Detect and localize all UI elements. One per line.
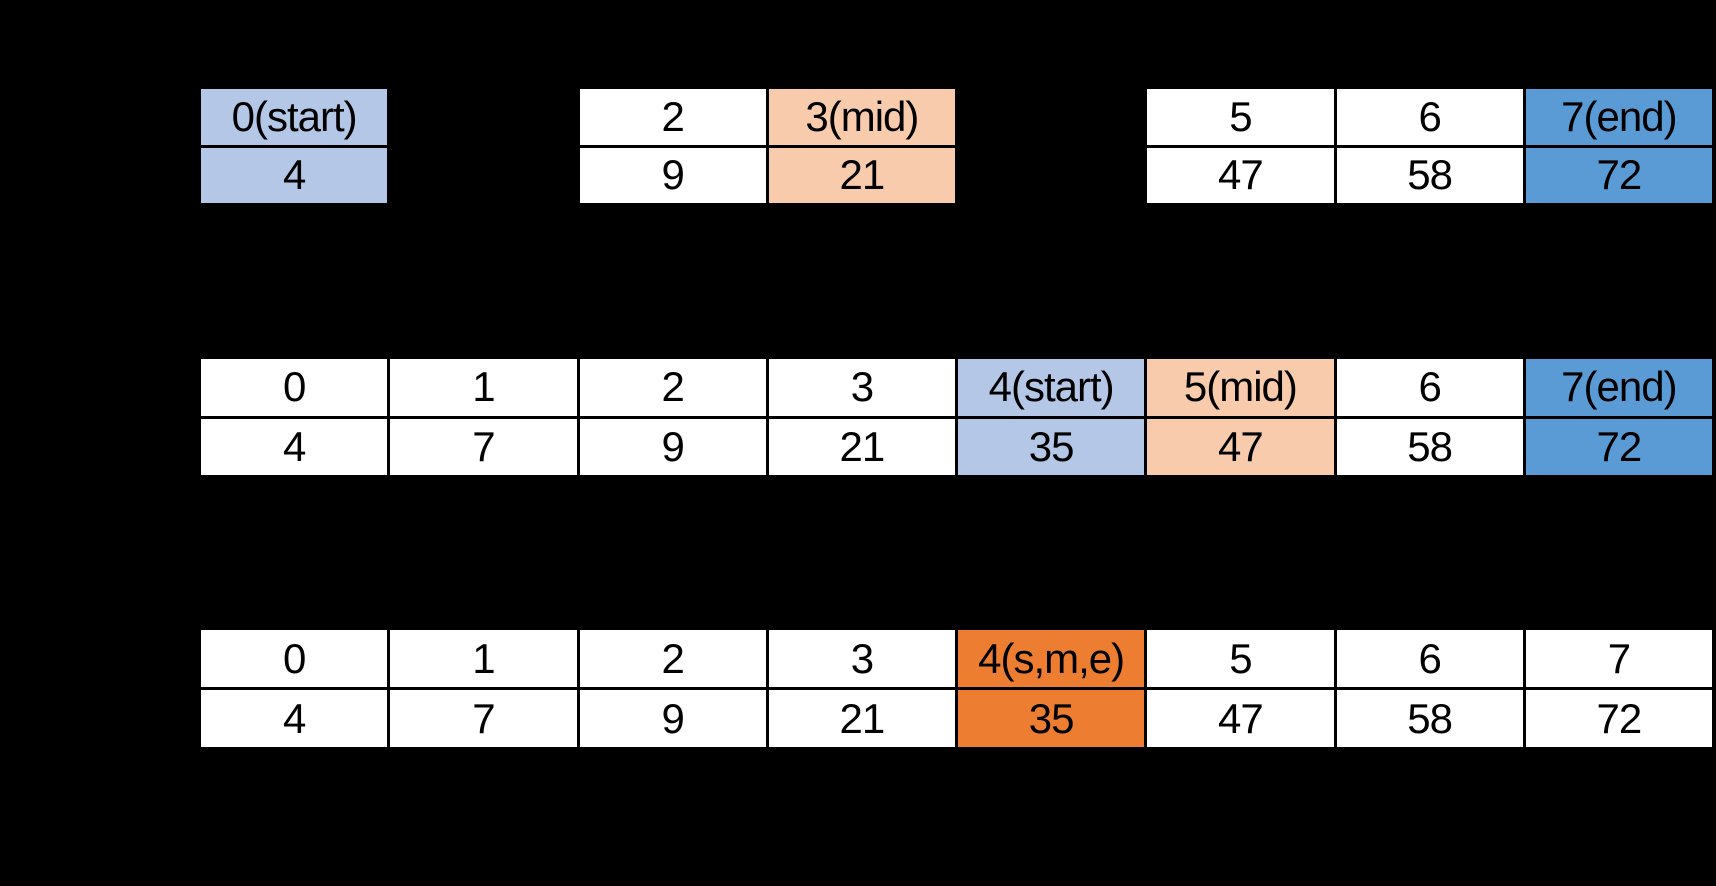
step-2-array-table: 0 1 2 3 4(start) 5(mid) 6 7(end) 4 7 9 21 35 47 58 72 — [201, 359, 1712, 475]
index-cell-step-2-col6: 6 — [1336, 359, 1523, 416]
index-cell-step-1-col7: 7(end) — [1525, 89, 1712, 145]
index-cell-step-1-col6: 6 — [1336, 89, 1523, 145]
index-cell-step-3-col7: 7 — [1525, 630, 1712, 687]
value-cell-step-3-col7: 72 — [1525, 690, 1712, 747]
index-cell-step-1-col5: 5 — [1147, 89, 1334, 145]
value-cell-step-3-col1: 7 — [390, 690, 577, 747]
index-cell-step-3-col4: 4(s,m,e) — [958, 630, 1145, 687]
value-cell-step-2-col4: 35 — [958, 418, 1145, 475]
value-cell-step-1-col0: 4 — [201, 147, 388, 203]
value-cell-step-3-col3: 21 — [768, 690, 955, 747]
value-cell-step-2-col0: 4 — [201, 418, 388, 475]
index-cell-step-2-col5: 5(mid) — [1147, 359, 1334, 416]
value-cell-step-1-col6: 58 — [1336, 147, 1523, 203]
hidden-cell-step-1-col4 — [958, 89, 1144, 145]
value-cell-step-1-col5: 47 — [1147, 147, 1334, 203]
step-1-array-table: 0(start) 2 3(mid) 5 6 7(end) 4 9 21 47 58 72 — [201, 89, 1712, 203]
value-cell-step-3-col6: 58 — [1336, 690, 1523, 747]
index-cell-step-3-col5: 5 — [1147, 630, 1334, 687]
index-cell-step-1-col0: 0(start) — [201, 89, 388, 145]
hidden-cell-step-1-col1 — [390, 89, 576, 145]
value-cell-step-2-col2: 9 — [579, 418, 766, 475]
value-cell-step-2-col5: 47 — [1147, 418, 1334, 475]
value-cell-step-2-col6: 58 — [1336, 418, 1523, 475]
value-cell-step-2-col1: 7 — [390, 418, 577, 475]
value-cell-step-2-col7: 72 — [1525, 418, 1712, 475]
value-cell-step-3-col5: 47 — [1147, 690, 1334, 747]
value-cell-step-1-col2: 9 — [579, 147, 766, 203]
index-cell-step-3-col1: 1 — [390, 630, 577, 687]
index-cell-step-2-col2: 2 — [579, 359, 766, 416]
index-cell-step-3-col6: 6 — [1336, 630, 1523, 687]
index-cell-step-2-col0: 0 — [201, 359, 388, 416]
value-cell-step-1-col3: 21 — [768, 147, 955, 203]
index-cell-step-2-col3: 3 — [768, 359, 955, 416]
hidden-cell-step-1-col4 — [958, 148, 1144, 204]
value-cell-step-2-col3: 21 — [768, 418, 955, 475]
value-cell-step-3-col0: 4 — [201, 690, 388, 747]
index-cell-step-2-col4: 4(start) — [958, 359, 1145, 416]
index-cell-step-3-col0: 0 — [201, 630, 388, 687]
step-3-array-table: 0 1 2 3 4(s,m,e) 5 6 7 4 7 9 21 35 47 58 72 — [201, 630, 1712, 747]
index-cell-step-2-col7: 7(end) — [1525, 359, 1712, 416]
index-cell-step-1-col2: 2 — [579, 89, 766, 145]
value-cell-step-3-col4: 35 — [958, 690, 1145, 747]
index-cell-step-3-col3: 3 — [768, 630, 955, 687]
index-cell-step-2-col1: 1 — [390, 359, 577, 416]
hidden-cell-step-1-col1 — [390, 148, 576, 204]
value-cell-step-1-col7: 72 — [1525, 147, 1712, 203]
index-cell-step-3-col2: 2 — [579, 630, 766, 687]
value-cell-step-3-col2: 9 — [579, 690, 766, 747]
index-cell-step-1-col3: 3(mid) — [768, 89, 955, 145]
